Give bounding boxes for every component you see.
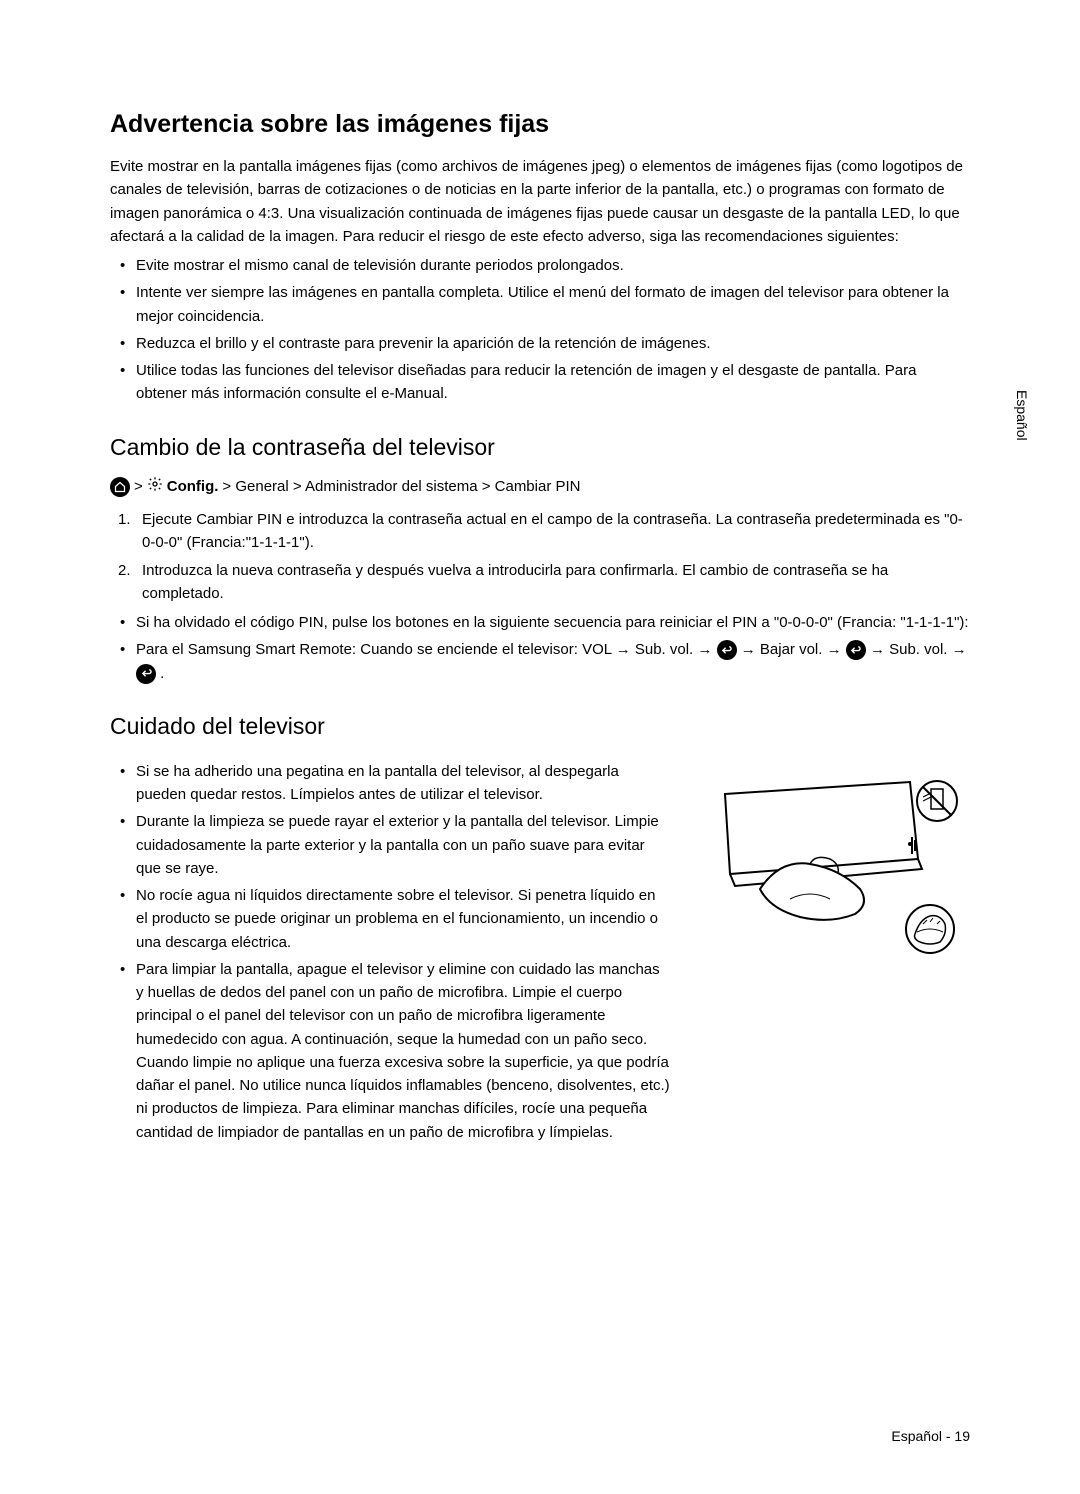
list-item: Para limpiar la pantalla, apague el tele…	[136, 958, 670, 1144]
page-footer: Español - 19	[891, 1428, 970, 1444]
main-heading: Advertencia sobre las imágenes fijas	[110, 110, 970, 139]
step-number: 1.	[118, 508, 131, 531]
list-item: 1.Ejecute Cambiar PIN e introduzca la co…	[142, 508, 970, 555]
list-item: Intente ver siempre las imágenes en pant…	[136, 281, 970, 328]
care-section: Si se ha adherido una pegatina en la pan…	[110, 754, 970, 1148]
nav-separator: >	[134, 475, 143, 499]
password-bullet-list: Si ha olvidado el código PIN, pulse los …	[110, 611, 970, 685]
gear-icon	[147, 475, 163, 501]
intro-bullet-list: Evite mostrar el mismo canal de televisi…	[110, 254, 970, 406]
step-text: Ejecute Cambiar PIN e introduzca la cont…	[142, 511, 963, 551]
list-item: Durante la limpieza se puede rayar el ex…	[136, 810, 670, 880]
navigation-path: > Config. > General > Administrador del …	[110, 475, 970, 501]
side-language-label: Español	[1014, 390, 1030, 441]
list-item: 2.Introduzca la nueva contraseña y despu…	[142, 559, 970, 606]
step-number: 2.	[118, 559, 131, 582]
remote-instruction-end: .	[160, 665, 164, 682]
password-heading: Cambio de la contraseña del televisor	[110, 434, 970, 461]
care-illustration	[700, 764, 970, 979]
list-item: Para el Samsung Smart Remote: Cuando se …	[136, 638, 970, 685]
back-icon	[846, 640, 866, 660]
list-item: Evite mostrar el mismo canal de televisi…	[136, 254, 970, 277]
back-icon	[136, 664, 156, 684]
back-icon	[717, 640, 737, 660]
care-heading: Cuidado del televisor	[110, 713, 970, 740]
nav-path-rest: > General > Administrador del sistema > …	[222, 475, 580, 499]
care-text-column: Si se ha adherido una pegatina en la pan…	[110, 754, 670, 1148]
remote-instruction-post: → Sub. vol. →	[870, 641, 967, 658]
intro-paragraph: Evite mostrar en la pantalla imágenes fi…	[110, 155, 970, 248]
list-item: Utilice todas las funciones del televiso…	[136, 359, 970, 406]
home-icon	[110, 477, 130, 497]
password-steps-list: 1. Ejecute Cambiar PIN e introduzca la co…	[110, 508, 970, 605]
list-item: Reduzca el brillo y el contraste para pr…	[136, 332, 970, 355]
care-bullet-list: Si se ha adherido una pegatina en la pan…	[110, 760, 670, 1144]
list-item: Si se ha adherido una pegatina en la pan…	[136, 760, 670, 807]
step-text: Introduzca la nueva contraseña y después…	[142, 562, 888, 602]
nav-config-label: Config.	[167, 475, 219, 499]
remote-instruction-pre: Para el Samsung Smart Remote: Cuando se …	[136, 641, 717, 658]
remote-instruction-mid: → Bajar vol. →	[741, 641, 846, 658]
list-item: No rocíe agua ni líquidos directamente s…	[136, 884, 670, 954]
list-item: Si ha olvidado el código PIN, pulse los …	[136, 611, 970, 634]
